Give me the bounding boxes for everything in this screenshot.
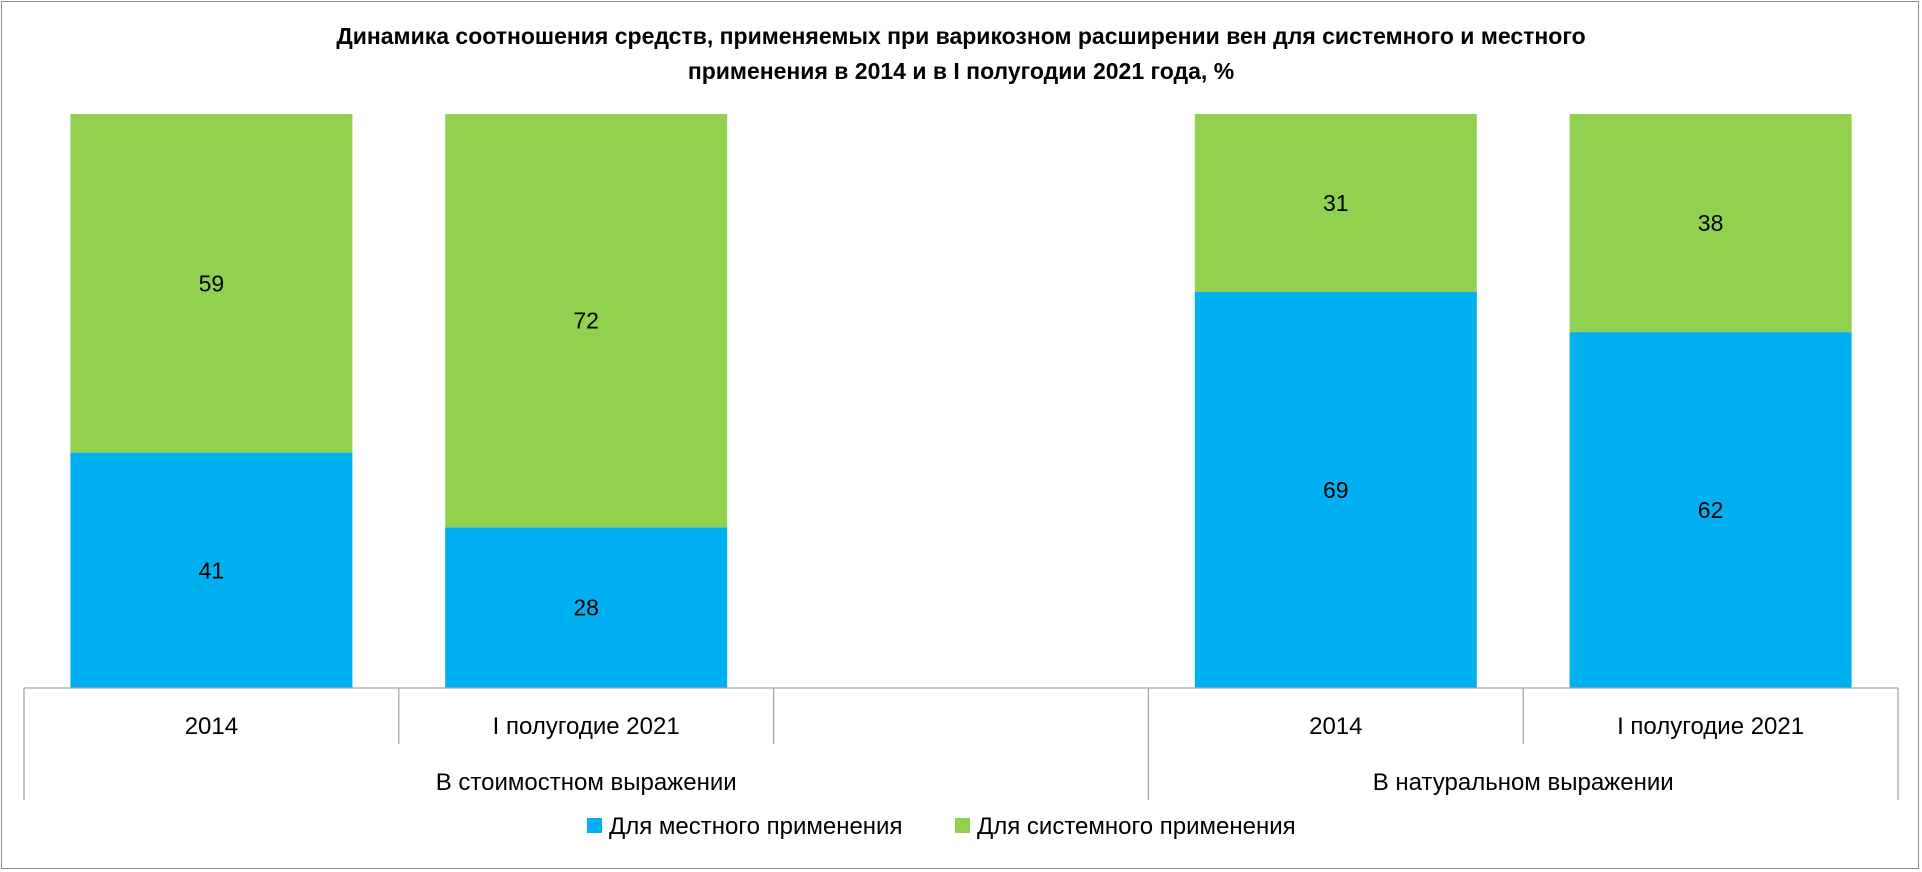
- data-label: 28: [573, 595, 599, 621]
- bar-systemic-0: [70, 114, 353, 453]
- data-label: 62: [1698, 497, 1724, 523]
- category-tick-label: I полугодие 2021: [1617, 713, 1804, 740]
- legend-label-0: Для местного применения: [609, 813, 902, 840]
- category-tick-label: 2014: [1309, 713, 1362, 740]
- category-tick-label: I полугодие 2021: [493, 713, 680, 740]
- bar-local-0: [70, 452, 353, 688]
- legend-swatch-0: [587, 818, 602, 833]
- data-label: 31: [1323, 190, 1349, 216]
- chart-title-line-1: Динамика соотношения средств, применяемы…: [336, 23, 1585, 49]
- data-label: 38: [1698, 210, 1724, 236]
- data-label: 59: [199, 270, 225, 296]
- legend-label-1: Для системного применения: [977, 813, 1296, 840]
- bar-local-3: [1194, 291, 1477, 688]
- bar-systemic-1: [445, 114, 728, 528]
- bar-local-1: [445, 527, 728, 688]
- data-label: 41: [199, 557, 225, 583]
- category-tick-label: 2014: [185, 713, 238, 740]
- bar-local-4: [1569, 332, 1852, 688]
- chart-title-line-2: применения в 2014 и в I полугодии 2021 г…: [688, 58, 1234, 84]
- legend-swatch-1: [955, 818, 970, 833]
- group-label-1: В натуральном выражении: [1373, 769, 1674, 796]
- group-label-0: В стоимостном выражении: [436, 769, 737, 796]
- data-label: 72: [573, 308, 599, 334]
- data-label: 69: [1323, 477, 1349, 503]
- bar-systemic-4: [1569, 114, 1852, 333]
- bar-systemic-3: [1194, 114, 1477, 292]
